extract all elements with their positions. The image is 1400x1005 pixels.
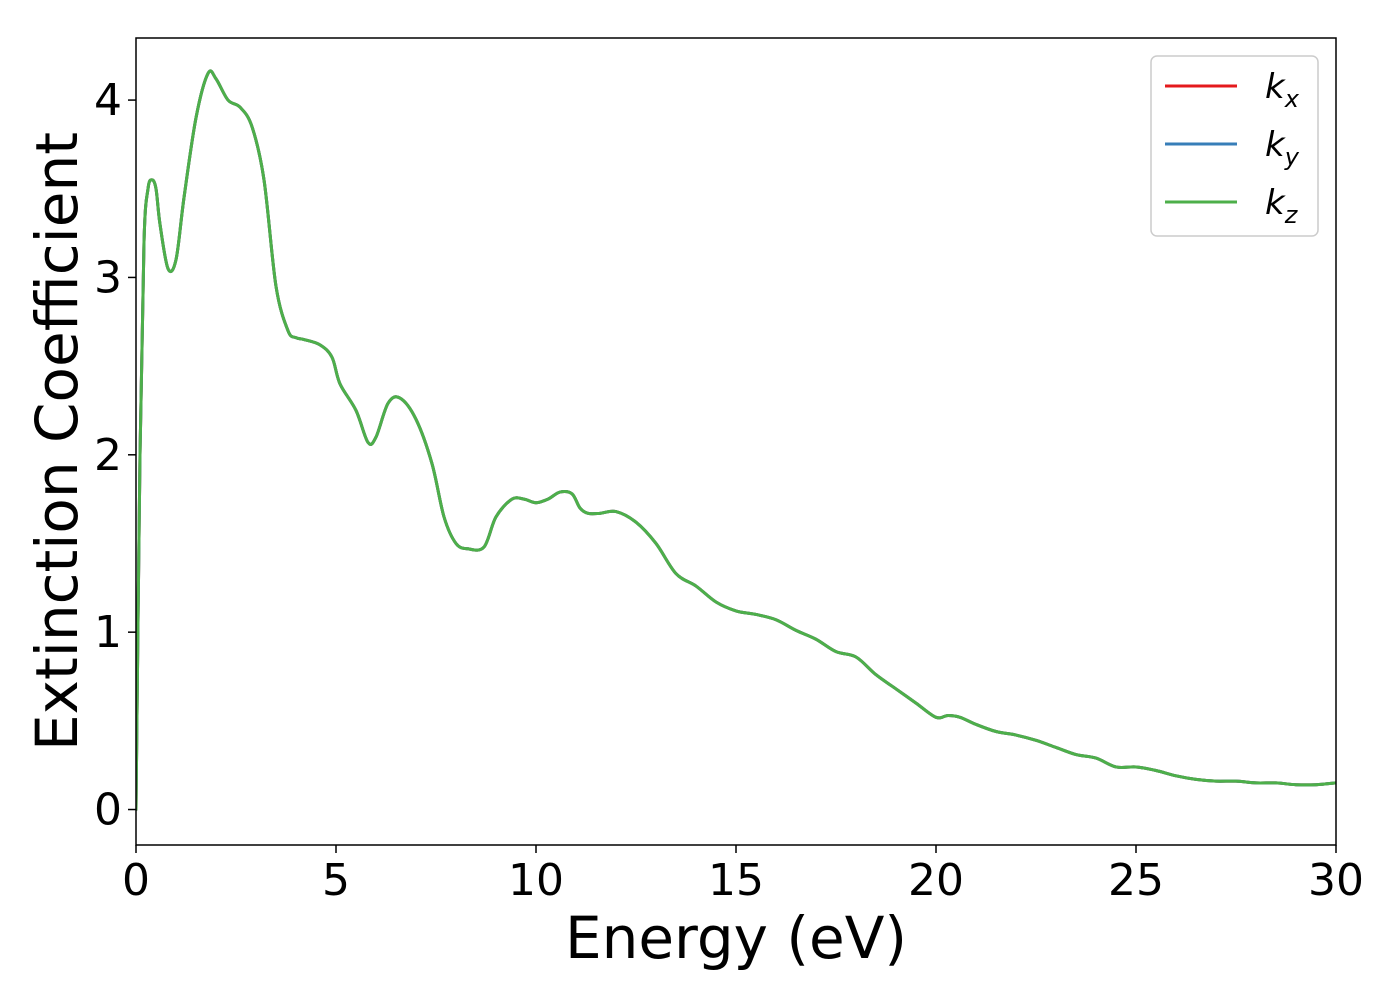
- y-tick-label: 3: [94, 252, 122, 303]
- y-tick-label: 1: [94, 607, 122, 658]
- x-tick-label: 15: [708, 855, 764, 906]
- series-line-kz: [136, 69, 1336, 812]
- y-tick-label: 4: [94, 75, 122, 126]
- y-tick-label: 0: [94, 785, 122, 836]
- x-tick-label: 20: [908, 855, 964, 906]
- legend-label-kx: kx: [1265, 67, 1300, 113]
- x-axis-label: Energy (eV): [565, 904, 907, 972]
- x-tick-label: 10: [508, 855, 564, 906]
- ticks-layer: 0 5 10 15 20 25 30 0 1 2 3 4: [94, 75, 1364, 906]
- x-tick-label: 0: [122, 855, 150, 906]
- y-axis-label: Extinction Coefficient: [23, 132, 91, 751]
- legend-box: [1150, 55, 1319, 237]
- y-tick-label: 2: [94, 430, 122, 481]
- x-tick-label: 5: [322, 855, 350, 906]
- x-tick-label: 25: [1108, 855, 1164, 906]
- series-layer: [136, 69, 1336, 812]
- x-tick-label: 30: [1308, 855, 1364, 906]
